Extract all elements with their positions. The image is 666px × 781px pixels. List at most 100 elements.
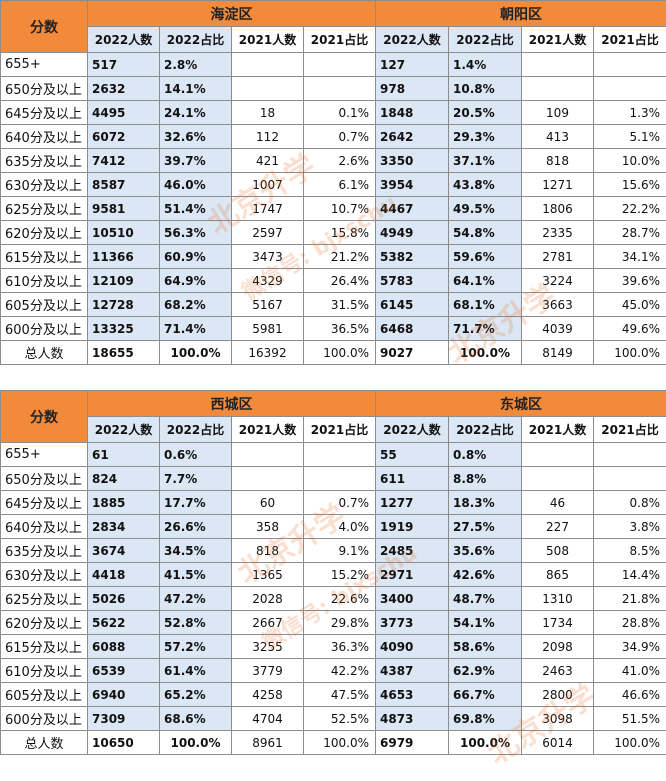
table-row: 600分及以上 7309 68.6% 4704 52.5% 4873 69.8% 3098 51… [0,706,666,731]
table-cell: 1.4% [448,52,522,77]
table-cell: 58.6% [448,634,522,659]
table-cell: 18 [231,100,304,125]
table-cell: 3098 [521,706,594,731]
district-header-row: 分数 海淀区 朝阳区 [0,0,666,53]
score-label: 625分及以上 [0,586,88,611]
score-label: 605分及以上 [0,682,88,707]
table-cell: 49.5% [448,196,522,221]
column-header: 2021人数 [231,416,304,443]
column-header: 2022人数 [375,416,449,443]
table-cell: 3255 [231,634,304,659]
table-cell: 611 [375,466,449,491]
table-cell: 2.6% [303,148,376,173]
table-row: 625分及以上 9581 51.4% 1747 10.7% 4467 49.5% 1806 22… [0,196,666,221]
table-cell: 10650 [87,730,160,755]
table-cell: 8961 [231,730,304,755]
table-cell: 1885 [87,490,160,515]
table-row: 635分及以上 3674 34.5% 818 9.1% 2485 35.6% 508 8.5% [0,538,666,563]
table-row: 645分及以上 1885 17.7% 60 0.7% 1277 18.3% 46 0.8% [0,490,666,515]
table-cell: 61 [87,442,160,467]
table-cell [303,466,376,491]
table-cell: 57.2% [159,634,232,659]
table-cell: 17.7% [159,490,232,515]
table-cell: 6979 [375,730,449,755]
table-cell: 54.1% [448,610,522,635]
column-header: 2021占比 [593,26,666,53]
table-cell: 24.1% [159,100,232,125]
table-cell: 36.5% [303,316,376,341]
table-cell: 1277 [375,490,449,515]
district-title: 东城区 [375,390,666,417]
table-cell: 3663 [521,292,594,317]
table-cell: 6468 [375,316,449,341]
table-row: 610分及以上 12109 64.9% 4329 26.4% 5783 64.1% 3224 3… [0,268,666,293]
table-cell: 14.4% [593,562,666,587]
table-xicheng-dongcheng: 分数 西城区 东城区 2022人数 2022占比 2021人数 2021占比 2022人数 20… [0,390,666,755]
table-cell: 2098 [521,634,594,659]
table-cell: 34.1% [593,244,666,269]
table-cell: 9027 [375,340,449,365]
score-label: 615分及以上 [0,634,88,659]
table-cell: 35.6% [448,538,522,563]
table-cell: 43.8% [448,172,522,197]
table-row: 655+ 517 2.8% 127 1.4% [0,52,666,77]
table-cell: 3674 [87,538,160,563]
table-row: 650分及以上 2632 14.1% 978 10.8% [0,76,666,101]
score-column-header: 分数 [0,390,88,443]
table-cell: 413 [521,124,594,149]
table-cell: 6145 [375,292,449,317]
table-cell: 69.8% [448,706,522,731]
table-cell: 21.2% [303,244,376,269]
table-cell: 100.0% [593,340,666,365]
table-cell: 52.8% [159,610,232,635]
table-cell: 60.9% [159,244,232,269]
table-cell: 0.8% [448,442,522,467]
table-cell: 112 [231,124,304,149]
table-cell: 1848 [375,100,449,125]
table-cell: 64.1% [448,268,522,293]
table-cell: 68.6% [159,706,232,731]
table-cell: 60 [231,490,304,515]
table-row: 640分及以上 6072 32.6% 112 0.7% 2642 29.3% 413 5.1% [0,124,666,149]
table-cell: 28.7% [593,220,666,245]
table-cell [593,52,666,77]
column-header-row: 2022人数 2022占比 2021人数 2021占比 2022人数 2022占比 2021… [1,26,666,53]
table-cell: 4039 [521,316,594,341]
table-row: 650分及以上 824 7.7% 611 8.8% [0,466,666,491]
table-cell: 18655 [87,340,160,365]
table-cell: 15.8% [303,220,376,245]
table-cell: 10.8% [448,76,522,101]
table-cell: 5026 [87,586,160,611]
table-cell: 2667 [231,610,304,635]
table-cell [231,76,304,101]
table-cell: 12728 [87,292,160,317]
table-cell: 4418 [87,562,160,587]
table-cell: 818 [521,148,594,173]
score-column-header: 分数 [0,0,88,53]
district-title: 西城区 [87,390,376,417]
table-cell: 68.2% [159,292,232,317]
column-header: 2022占比 [159,26,232,53]
total-label: 总人数 [0,340,88,365]
table-cell: 2463 [521,658,594,683]
table-cell: 4704 [231,706,304,731]
table-cell: 46 [521,490,594,515]
table-cell: 5167 [231,292,304,317]
table-cell: 5382 [375,244,449,269]
table-cell: 1007 [231,172,304,197]
score-label: 640分及以上 [0,124,88,149]
table-cell: 3400 [375,586,449,611]
table-cell: 0.8% [593,490,666,515]
table-row: 605分及以上 6940 65.2% 4258 47.5% 4653 66.7% 2800 46… [0,682,666,707]
table-cell: 3779 [231,658,304,683]
table-cell: 421 [231,148,304,173]
table-cell: 100.0% [448,730,522,755]
table-cell: 6014 [521,730,594,755]
table-cell: 46.6% [593,682,666,707]
table-cell [231,52,304,77]
total-label: 总人数 [0,730,88,755]
table-cell: 13325 [87,316,160,341]
table-cell: 46.0% [159,172,232,197]
table-row: 655+ 61 0.6% 55 0.8% [0,442,666,467]
table-cell: 10510 [87,220,160,245]
